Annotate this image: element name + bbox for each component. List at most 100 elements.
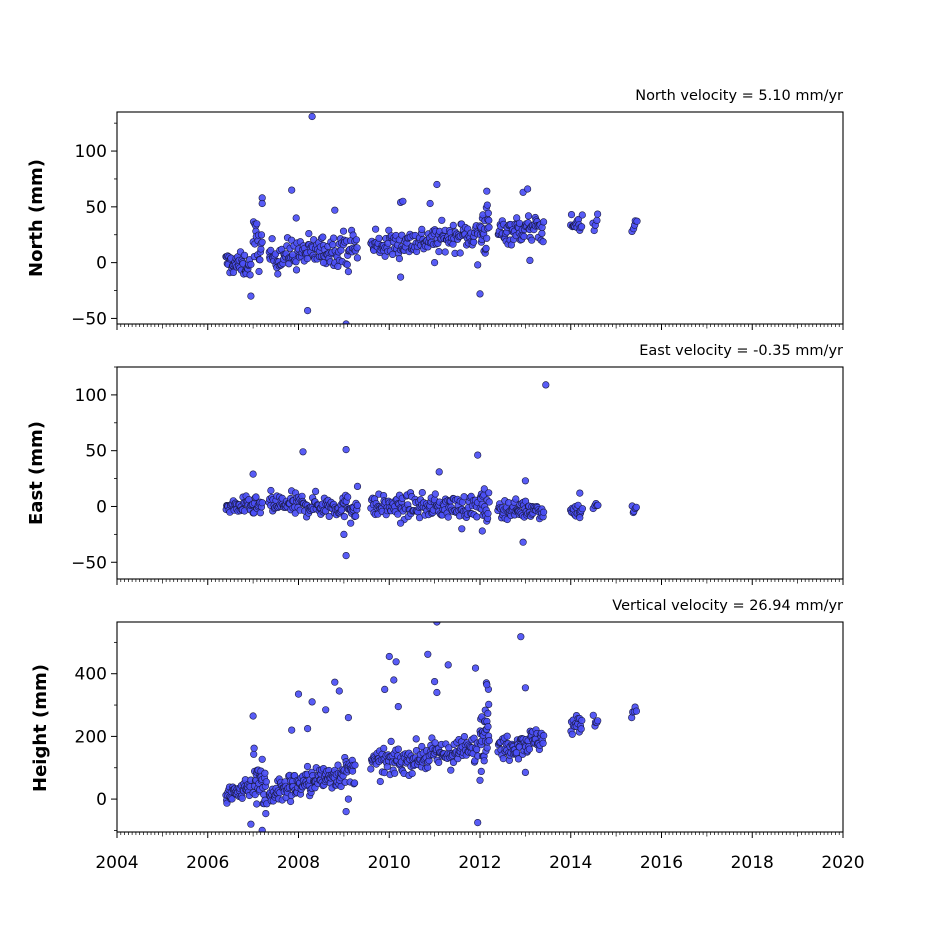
data-point [512,495,520,503]
data-point [431,739,439,747]
data-point [338,506,346,514]
data-point [375,234,383,242]
data-point [528,236,536,244]
data-point [394,745,402,753]
data-point [577,725,585,733]
data-point [578,211,586,219]
data-point [329,241,337,249]
data-point [525,745,534,753]
data-point [538,229,546,237]
data-point [633,217,641,225]
data-point [267,246,275,254]
data-point [367,765,375,773]
y-tick-label: 0 [96,790,107,810]
data-point [258,755,266,763]
data-point [380,744,388,753]
data-point [515,219,524,227]
data-point [484,509,492,518]
data-point [381,685,389,694]
y-tick-label: 50 [85,442,107,462]
east-panel: East velocity = -0.35 mm/yr East (mm) −5… [26,343,844,585]
data-point [477,767,485,776]
data-point [383,763,391,771]
data-point [476,290,484,298]
data-point [478,527,486,535]
data-point [343,261,351,269]
data-point [352,512,360,520]
x-tick-label: 2006 [186,853,229,873]
data-point [519,538,527,546]
data-point [229,268,237,277]
data-point [312,487,320,496]
data-point [412,735,420,743]
data-point [353,482,362,491]
data-point [304,307,312,315]
data-point [240,251,249,259]
data-point [342,807,350,816]
height-panel: Vertical velocity = 26.94 mm/yr Height (… [30,598,844,838]
data-point [342,446,350,454]
data-point [255,267,263,276]
data-point [593,210,602,218]
data-point [474,818,482,827]
data-point [539,238,547,246]
north-velocity-annotation: North velocity = 5.10 mm/yr [635,88,843,104]
north-plot-area: −50 0 50 100 [71,111,844,330]
data-point [238,794,246,802]
data-point [447,766,455,774]
data-point [247,292,255,300]
data-point [387,737,395,746]
y-tick-label: 0 [96,497,107,517]
data-point [521,768,530,777]
data-point [482,244,490,252]
data-point [526,256,534,265]
data-point [340,512,349,521]
data-point [431,677,439,686]
data-point [347,519,355,527]
data-point [261,769,269,777]
data-point [514,755,523,763]
data-point [342,320,350,324]
data-point [394,510,402,518]
data-point [288,186,296,194]
data-point [335,687,343,695]
data-point [517,633,525,641]
data-point [353,254,362,262]
data-point [246,271,254,279]
data-point [460,493,468,501]
data-point [353,501,362,510]
data-points [222,622,641,832]
data-point [577,223,586,231]
north-axis-label: North (mm) [26,159,47,277]
x-tick-label: 2012 [458,853,501,873]
x-tick-label: 2018 [731,853,774,873]
y-tick-label: −50 [71,553,107,573]
data-point [258,499,266,507]
data-point [253,800,261,808]
data-point [247,260,255,269]
data-point [578,716,586,725]
data-point [292,214,300,222]
data-point [228,795,236,803]
data-point [351,761,359,769]
data-point [319,233,327,241]
east-plot-area: −50 0 50 100 [71,366,844,585]
data-point [474,261,482,269]
data-point [303,762,312,771]
data-point [395,255,404,263]
data-point [483,201,491,209]
data-point [340,530,348,539]
data-point [385,652,393,661]
data-point [435,248,443,256]
data-point [319,259,328,267]
data-point [539,508,548,516]
data-point [353,244,361,252]
height-plot-area: 0 200 400 [75,621,844,838]
data-point [521,477,530,485]
data-point [485,700,493,709]
data-point [397,519,405,527]
data-point [435,468,443,476]
data-point [484,709,492,718]
data-point [594,501,602,509]
